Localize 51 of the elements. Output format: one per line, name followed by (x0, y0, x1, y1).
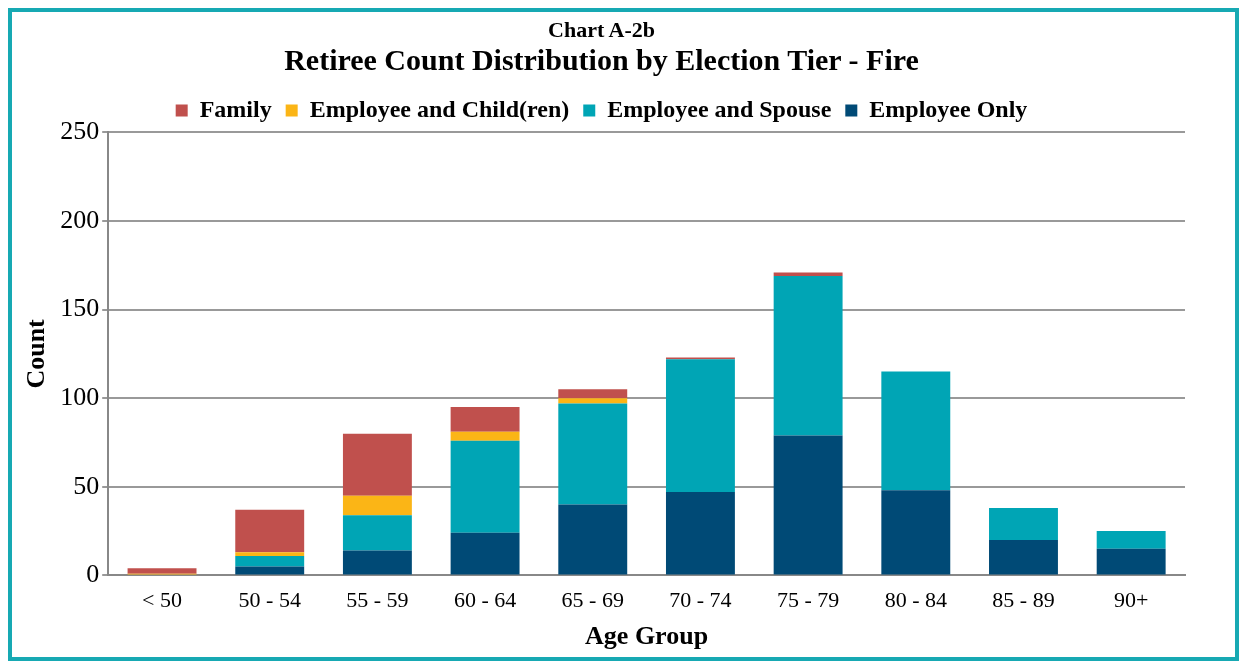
bar (558, 389, 628, 399)
bar (665, 359, 735, 493)
legend-label: Employee and Spouse (607, 95, 832, 122)
bar (558, 398, 628, 404)
bar (342, 515, 412, 551)
x-tick-label: < 50 (142, 587, 182, 613)
bar (989, 539, 1058, 575)
bar (558, 504, 628, 575)
x-tick-label: 80 - 84 (884, 587, 947, 613)
legend-label: Employee and Child(ren) (309, 95, 570, 122)
y-tick-label: 250 (60, 116, 100, 146)
bar (773, 275, 843, 436)
bar (450, 431, 520, 441)
bar (881, 490, 951, 575)
bar (1096, 531, 1166, 549)
x-tick-label: 55 - 59 (346, 587, 409, 613)
y-tick-label: 200 (60, 204, 100, 234)
bar (450, 532, 520, 575)
bar (127, 568, 197, 574)
bar (342, 495, 412, 516)
bar (342, 550, 412, 575)
y-tick-label: 100 (60, 382, 100, 412)
legend-label: Family (199, 95, 272, 122)
chart-subtitle: Retiree Count Distribution by Election Tier - Fire (284, 43, 919, 77)
bar (773, 272, 843, 276)
bar (235, 555, 305, 567)
chart-title: Chart A-2b (548, 16, 655, 42)
x-axis-title: Age Group (585, 621, 709, 651)
x-tick-label: 60 - 64 (453, 587, 517, 613)
bar (450, 440, 520, 533)
bar (881, 371, 951, 491)
bar (235, 552, 305, 556)
bar (1096, 548, 1166, 575)
bar (450, 407, 520, 432)
bar (558, 403, 628, 505)
y-tick-label: 0 (86, 559, 100, 589)
bar (665, 492, 735, 575)
bar (989, 508, 1058, 540)
y-axis-title: Count (21, 318, 51, 389)
bar (342, 433, 412, 496)
x-tick-label: 90+ (1113, 587, 1149, 613)
y-tick-label: 50 (73, 470, 100, 500)
x-tick-label: 65 - 69 (561, 587, 624, 613)
bar (773, 435, 843, 575)
x-tick-label: 50 - 54 (238, 587, 301, 613)
legend-label: Employee Only (869, 95, 1028, 122)
x-tick-label: 75 - 79 (776, 587, 840, 613)
x-tick-label: 70 - 74 (669, 587, 732, 613)
y-tick-label: 150 (60, 293, 100, 323)
x-tick-label: 85 - 89 (992, 587, 1055, 613)
bar (235, 509, 305, 553)
